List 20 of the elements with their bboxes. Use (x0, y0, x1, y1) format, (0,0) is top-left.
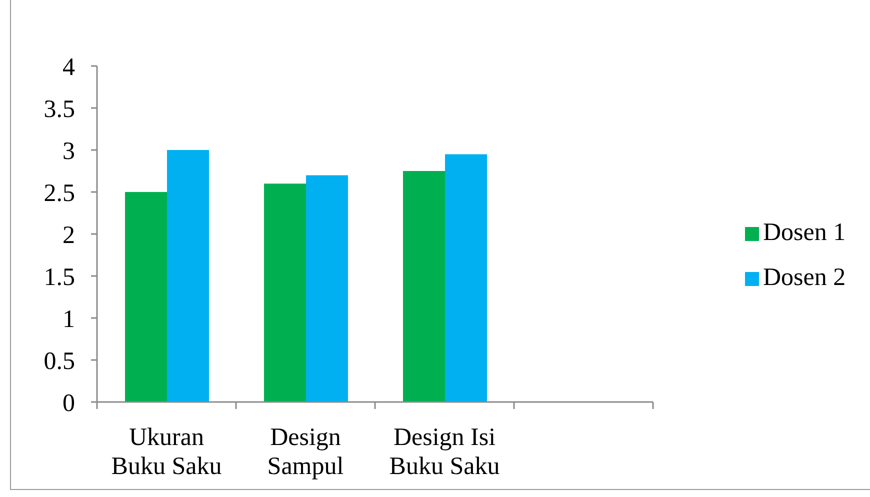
y-tick-label: 2.5 (44, 180, 75, 207)
y-tick-label: 3 (62, 138, 75, 165)
y-tick-label: 1.5 (44, 264, 75, 291)
bar (167, 150, 209, 402)
bar (403, 171, 445, 402)
bar (264, 184, 306, 402)
y-tick-label: 3.5 (44, 96, 75, 123)
y-tick-label: 4 (62, 54, 76, 81)
legend-label: Dosen 1 (763, 218, 846, 246)
legend-label: Dosen 2 (763, 264, 846, 290)
x-tick-label: Design Sampul (267, 424, 344, 480)
y-tick-label: 0 (62, 390, 75, 417)
bar (125, 192, 167, 402)
bar (306, 175, 348, 402)
x-tick-label: Design Isi Buku Saku (389, 424, 500, 480)
bar (445, 154, 487, 402)
y-tick-label: 1 (62, 306, 75, 333)
x-tick-label: Ukuran Buku Saku (111, 424, 222, 480)
y-tick-label: 0.5 (44, 348, 75, 375)
y-tick-label: 2 (62, 222, 75, 249)
